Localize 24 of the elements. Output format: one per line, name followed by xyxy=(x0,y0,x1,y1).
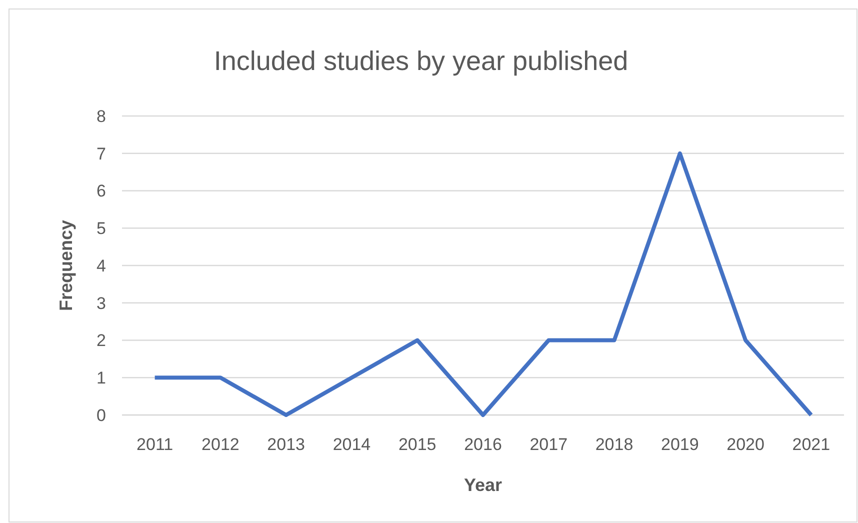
y-tick-label: 8 xyxy=(96,106,106,126)
y-tick-label: 2 xyxy=(96,331,106,350)
y-tick-label: 6 xyxy=(96,182,106,201)
y-tick-label: 3 xyxy=(96,294,106,313)
x-tick-label: 2014 xyxy=(332,435,371,454)
y-axis-title: Frequency xyxy=(56,220,76,312)
x-tick-label: 2020 xyxy=(726,435,764,454)
chart-title: Included studies by year published xyxy=(214,46,628,76)
x-axis-title: Year xyxy=(464,475,502,495)
x-tick-label: 2013 xyxy=(267,435,306,454)
x-tick-label: 2016 xyxy=(464,435,502,454)
x-tick-label: 2019 xyxy=(660,435,699,454)
y-tick-label: 5 xyxy=(96,219,106,238)
y-tick-label: 4 xyxy=(96,256,106,276)
x-tick-label: 2017 xyxy=(530,435,568,454)
x-tick-label: 2018 xyxy=(595,435,634,454)
y-tick-label: 0 xyxy=(96,406,106,425)
y-tick-label: 1 xyxy=(96,368,106,388)
line-series xyxy=(152,151,814,417)
x-tick-label: 2012 xyxy=(202,435,240,454)
x-tick-label: 2015 xyxy=(398,435,436,454)
x-tick-label: 2021 xyxy=(792,435,830,454)
y-tick-label: 7 xyxy=(96,144,106,164)
x-tick-label: 2011 xyxy=(136,435,174,454)
